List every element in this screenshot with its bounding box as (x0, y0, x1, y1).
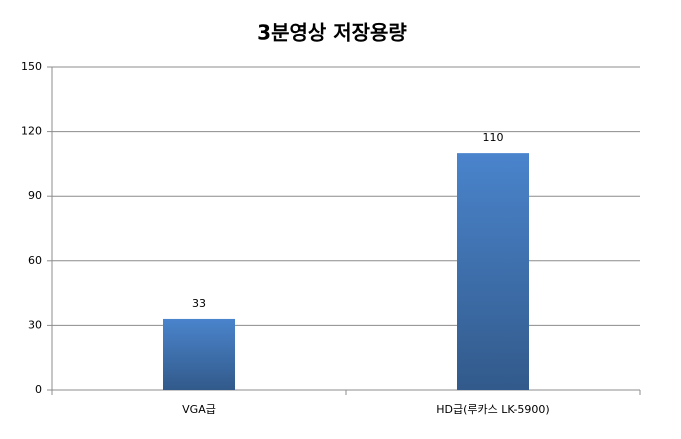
y-tick-label: 0 (35, 383, 42, 396)
y-tick-label: 30 (28, 318, 42, 331)
bar (163, 318, 235, 390)
bar (457, 153, 529, 390)
data-label: 110 (483, 131, 504, 144)
x-tick-label: HD급(루카스 LK-5900) (436, 403, 549, 416)
y-tick-label: 90 (28, 189, 42, 202)
data-label: 33 (192, 297, 206, 310)
chart-title: 3분영상 저장용량 (257, 21, 407, 45)
x-tick-label: VGA급 (182, 403, 216, 416)
y-tick-label: 150 (21, 60, 42, 73)
y-tick-label: 120 (21, 125, 42, 138)
y-tick-label: 60 (28, 254, 42, 267)
